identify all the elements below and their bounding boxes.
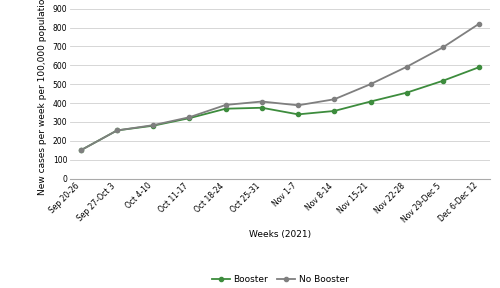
Booster bbox=[222, 107, 228, 110]
Line: No Booster: No Booster bbox=[79, 22, 481, 152]
No Booster bbox=[186, 115, 192, 119]
No Booster bbox=[476, 22, 482, 25]
No Booster bbox=[368, 82, 374, 86]
Booster bbox=[440, 79, 446, 82]
No Booster bbox=[295, 104, 301, 107]
Legend: Booster, No Booster: Booster, No Booster bbox=[208, 271, 352, 288]
No Booster bbox=[404, 65, 409, 69]
Booster bbox=[476, 65, 482, 69]
Booster bbox=[114, 129, 120, 132]
No Booster bbox=[78, 149, 84, 152]
No Booster bbox=[332, 98, 338, 101]
No Booster bbox=[440, 46, 446, 49]
Line: Booster: Booster bbox=[79, 65, 481, 152]
Booster bbox=[150, 124, 156, 127]
Booster bbox=[186, 116, 192, 120]
Booster bbox=[295, 113, 301, 116]
Y-axis label: New cases per week per 100,000 population: New cases per week per 100,000 populatio… bbox=[38, 0, 47, 195]
Booster bbox=[78, 149, 84, 152]
No Booster bbox=[114, 129, 120, 132]
No Booster bbox=[150, 123, 156, 127]
Booster bbox=[259, 106, 265, 109]
No Booster bbox=[259, 100, 265, 103]
Booster bbox=[332, 109, 338, 113]
Booster bbox=[404, 91, 409, 94]
Booster bbox=[368, 100, 374, 103]
No Booster bbox=[222, 103, 228, 107]
X-axis label: Weeks (2021): Weeks (2021) bbox=[249, 230, 311, 239]
